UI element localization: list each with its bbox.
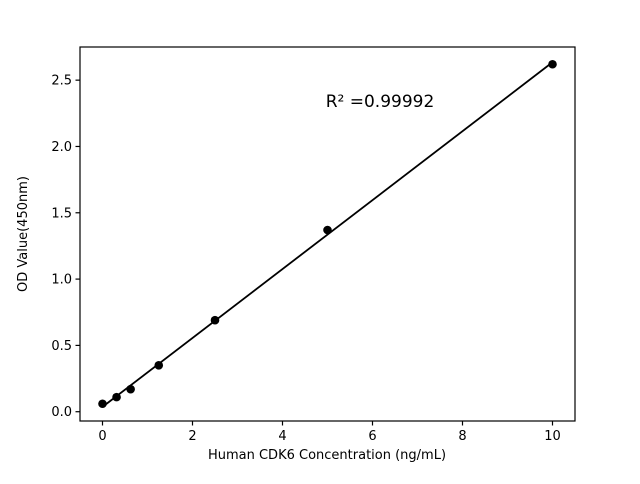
- r-squared-annotation: R² =0.99992: [326, 92, 435, 112]
- x-tick-label: 10: [544, 429, 561, 444]
- data-point: [323, 225, 332, 235]
- data-point: [210, 315, 220, 325]
- x-tick-label: 6: [368, 429, 376, 444]
- axes-box: [79, 46, 576, 422]
- data-point: [98, 399, 107, 409]
- y-axis-label: OD Value(450nm): [16, 176, 31, 292]
- data-point: [154, 360, 164, 370]
- y-tick-label: 2.5: [51, 74, 72, 89]
- y-tick-label: 1.5: [51, 206, 72, 221]
- data-point: [126, 384, 135, 394]
- y-tick-label: 2.0: [51, 140, 72, 155]
- x-tick-label: 0: [98, 429, 106, 444]
- fit-line: [101, 61, 554, 408]
- y-tick-label: 0.0: [51, 405, 72, 420]
- x-tick-label: 8: [458, 429, 466, 444]
- data-point: [548, 59, 557, 69]
- plot-layer: 0 2 4 6 8 10 0.0 0.5 1.0 1.5 2.0 2.5: [51, 46, 576, 444]
- x-axis-label: Human CDK6 Concentration (ng/mL): [208, 448, 446, 463]
- y-tick-label: 1.0: [51, 273, 72, 288]
- x-tick-label: 2: [188, 429, 196, 444]
- x-tick-label: 4: [278, 429, 286, 444]
- data-point: [112, 392, 121, 402]
- y-tick-label: 0.5: [51, 339, 72, 354]
